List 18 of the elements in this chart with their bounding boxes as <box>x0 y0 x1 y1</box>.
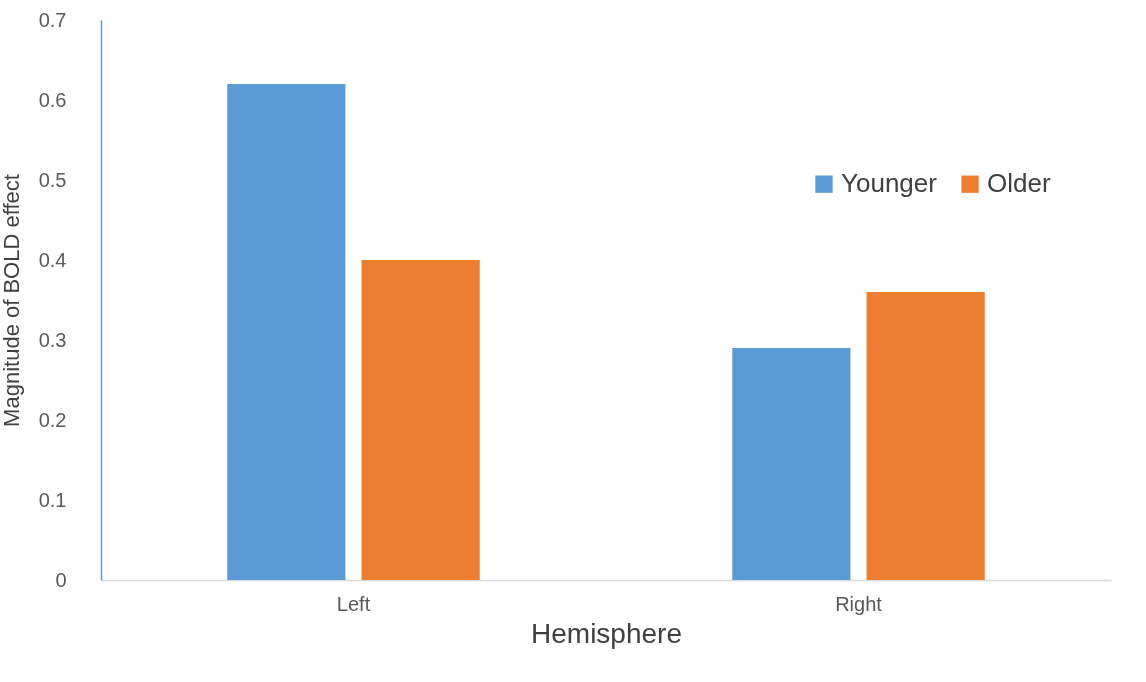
legend-label: Younger <box>841 168 938 199</box>
y-tick-label: 0.3 <box>38 328 67 351</box>
bar <box>227 84 346 580</box>
y-tick-label: 0.7 <box>38 8 67 31</box>
y-tick-label: 0.2 <box>38 408 67 431</box>
y-tick-label: 0.1 <box>38 488 67 511</box>
x-tick-label: Right <box>835 592 883 615</box>
x-tick-label: Left <box>336 592 371 615</box>
bar <box>866 292 985 580</box>
y-tick-label: 0 <box>55 568 67 591</box>
y-tick-label: 0.4 <box>38 248 67 271</box>
bar <box>361 260 480 580</box>
x-axis-title: Hemisphere <box>531 617 682 649</box>
y-axis-title: Magnitude of BOLD effect <box>0 174 24 427</box>
legend-label: Older <box>987 168 1051 199</box>
bar <box>732 348 851 580</box>
y-tick-label: 0.5 <box>38 168 67 191</box>
y-tick-label: 0.6 <box>38 88 67 111</box>
